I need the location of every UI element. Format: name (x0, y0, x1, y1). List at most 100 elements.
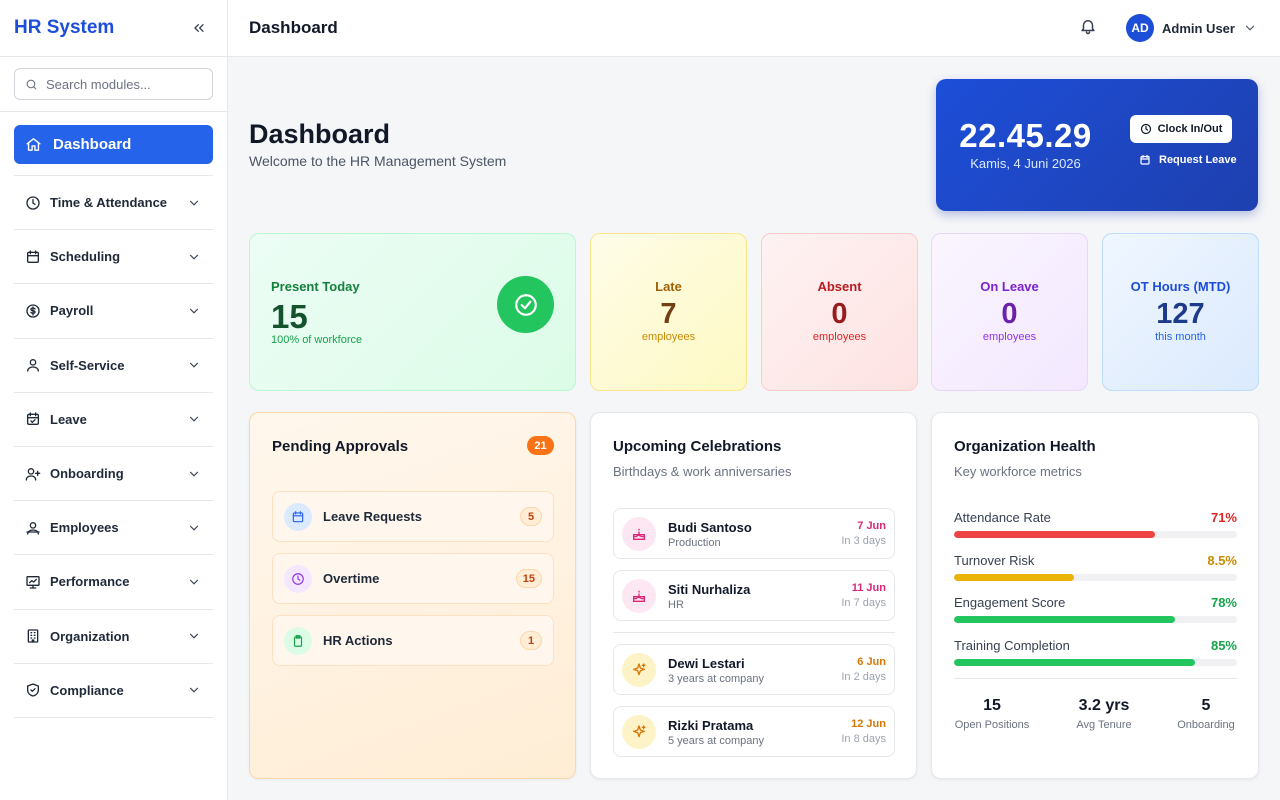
health-divider (954, 678, 1237, 679)
sparkles-icon (622, 715, 656, 749)
health-title: Organization Health (954, 438, 1096, 455)
celebration-date: 7 Jun (857, 520, 886, 532)
celebration-item[interactable]: Budi Santoso Production 7 Jun In 3 days (613, 508, 895, 559)
celebration-name: Siti Nurhaliza (668, 582, 751, 597)
celebration-item[interactable]: Rizki Pratama 5 years at company 12 Jun … (613, 706, 895, 757)
sidebar-item-label: Payroll (50, 303, 94, 319)
sparkles-icon (622, 653, 656, 687)
check-circle-icon (497, 276, 554, 333)
clock-icon (1140, 123, 1152, 135)
chevron-down-icon (189, 579, 199, 585)
late-value: 7 (660, 298, 677, 330)
collapse-sidebar-button[interactable] (187, 16, 211, 40)
celebration-days: In 7 days (841, 597, 886, 609)
avatar: AD (1126, 14, 1154, 42)
search-input[interactable] (46, 76, 196, 92)
sidebar-item-self-service[interactable]: Self-Service (14, 339, 213, 393)
celebration-name: Rizki Pratama (668, 718, 754, 733)
user-icon (25, 357, 41, 373)
absent-sub: employees (812, 331, 867, 343)
approval-leave-requests[interactable]: Leave Requests 5 (272, 491, 554, 542)
kpi-label: Onboarding (1177, 719, 1235, 731)
approval-count: 5 (520, 507, 542, 526)
sidebar-item-time-attendance[interactable]: Time & Attendance (14, 176, 213, 231)
sidebar-item-leave[interactable]: Leave (14, 393, 213, 447)
celebration-date: 11 Jun (851, 582, 886, 594)
sidebar-item-list: Time & Attendance Scheduling Payroll Sel… (14, 175, 213, 718)
present-sub: 100% of workforce (271, 334, 363, 346)
sidebar-item-organization[interactable]: Organization (14, 610, 213, 664)
chevron-down-icon (189, 200, 199, 206)
metric-attendance-rate: Attendance Rate 71% (954, 510, 1237, 538)
kpi-value: 5 (1201, 697, 1211, 714)
approval-overtime[interactable]: Overtime 15 (272, 553, 554, 604)
pending-approvals-panel: Pending Approvals 21 Leave Requests 5 Ov… (249, 412, 576, 779)
approval-label: Leave Requests (323, 509, 422, 524)
page-subtitle: Welcome to the HR Management System (249, 153, 507, 169)
absent-label: Absent (817, 279, 862, 294)
celebration-days: In 2 days (841, 671, 886, 683)
sidebar-item-label: Time & Attendance (50, 195, 168, 211)
kpi-open-positions: 15 Open Positions (954, 697, 1030, 731)
approvals-title: Pending Approvals (272, 438, 409, 455)
celebration-item[interactable]: Dewi Lestari 3 years at company 6 Jun In… (613, 644, 895, 695)
celebration-days: In 3 days (841, 535, 886, 547)
present-label: Present Today (271, 279, 360, 294)
sidebar-item-scheduling[interactable]: Scheduling (14, 230, 213, 285)
notifications-button[interactable] (1079, 17, 1097, 40)
celebration-name: Dewi Lestari (668, 656, 745, 671)
chart-icon (25, 574, 41, 590)
on-leave-label: On Leave (980, 279, 1039, 294)
metric-label: Training Completion (954, 638, 1070, 653)
celebration-date: 6 Jun (857, 656, 886, 668)
brand-row: HR System (0, 0, 227, 57)
home-icon (25, 136, 42, 153)
dollar-icon (25, 303, 41, 319)
user-menu[interactable]: AD Admin User (1126, 14, 1257, 42)
ot-sub: this month (1155, 331, 1206, 343)
sidebar-item-performance[interactable]: Performance (14, 555, 213, 610)
user-name: Admin User (1162, 20, 1235, 36)
clock-in-out-button[interactable]: Clock In/Out (1130, 115, 1232, 143)
sidebar-item-label: Organization (50, 628, 130, 644)
kpi-onboarding: 5 Onboarding (1172, 697, 1240, 731)
sidebar-item-employees[interactable]: Employees (14, 501, 213, 556)
metric-value: 71% (1210, 510, 1237, 525)
ot-hours-card: OT Hours (MTD) 127 this month (1102, 233, 1259, 391)
chevron-down-icon (189, 362, 199, 368)
approval-hr-actions[interactable]: HR Actions 1 (272, 615, 554, 666)
celebrations-divider (613, 632, 895, 633)
kpi-value: 3.2 yrs (1078, 697, 1130, 714)
progress-fill (954, 531, 1155, 538)
kpi-label: Avg Tenure (1076, 719, 1132, 731)
sidebar-item-payroll[interactable]: Payroll (14, 284, 213, 339)
sidebar-nav: Dashboard Time & Attendance Scheduling P… (14, 125, 213, 718)
sidebar-item-label: Employees (50, 520, 119, 536)
sidebar-item-compliance[interactable]: Compliance (14, 664, 213, 718)
users-icon (25, 520, 41, 536)
sidebar-item-dashboard[interactable]: Dashboard (14, 125, 213, 164)
approval-count: 15 (515, 569, 542, 588)
chevron-down-icon (189, 417, 199, 422)
absent-value: 0 (831, 298, 848, 330)
chevron-down-icon (189, 633, 199, 639)
ot-value: 127 (1156, 298, 1205, 330)
celebration-item[interactable]: Siti Nurhaliza HR 11 Jun In 7 days (613, 570, 895, 621)
bell-icon (1081, 20, 1095, 35)
shield-icon (25, 682, 41, 698)
clock-date: Kamis, 4 Juni 2026 (970, 156, 1081, 171)
present-today-card: Present Today 15 100% of workforce (249, 233, 576, 391)
sidebar: HR System Dashboard Time & Attendance Sc… (0, 0, 228, 800)
metric-label: Attendance Rate (954, 510, 1051, 525)
sidebar-item-label: Leave (50, 411, 87, 427)
chevron-down-icon (1245, 25, 1255, 31)
sidebar-item-label: Self-Service (50, 357, 125, 373)
progress-track (954, 659, 1237, 666)
sidebar-item-label: Compliance (50, 682, 124, 698)
approval-label: HR Actions (323, 633, 393, 648)
on-leave-sub: employees (982, 331, 1037, 343)
metric-label: Turnover Risk (954, 553, 1035, 568)
sidebar-item-onboarding[interactable]: Onboarding (14, 447, 213, 502)
clipboard-icon (284, 626, 312, 655)
request-leave-button[interactable]: Request Leave (1139, 154, 1237, 166)
